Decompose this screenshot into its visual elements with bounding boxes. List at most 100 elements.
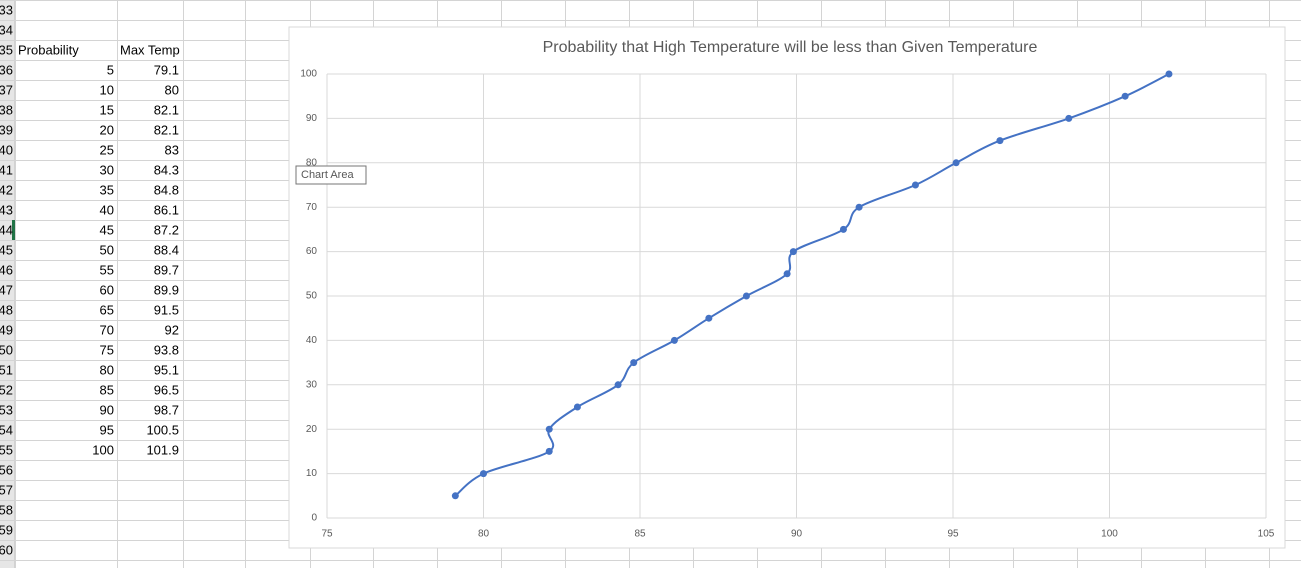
data-point bbox=[839, 225, 847, 233]
row-number: 40 bbox=[0, 142, 13, 157]
cell: 80 bbox=[100, 362, 114, 377]
data-point bbox=[545, 425, 553, 433]
row-number: 34 bbox=[0, 22, 13, 37]
data-point bbox=[911, 181, 919, 189]
row-number: 55 bbox=[0, 442, 13, 457]
cell: 83 bbox=[165, 142, 179, 157]
column-header: Max Temp bbox=[120, 42, 180, 57]
cell: 60 bbox=[100, 282, 114, 297]
cell: 87.2 bbox=[154, 222, 179, 237]
row-number: 60 bbox=[0, 542, 13, 557]
cell: 85 bbox=[100, 382, 114, 397]
data-point bbox=[630, 359, 638, 367]
row-number: 41 bbox=[0, 162, 13, 177]
row-number: 54 bbox=[0, 422, 13, 437]
data-point bbox=[480, 470, 487, 478]
data-point bbox=[783, 270, 791, 278]
row-number: 56 bbox=[0, 462, 13, 477]
x-tick-label: 85 bbox=[634, 529, 646, 540]
x-tick-label: 80 bbox=[478, 529, 490, 540]
cell: 84.8 bbox=[154, 182, 179, 197]
cell: 50 bbox=[100, 242, 114, 257]
data-point bbox=[573, 403, 581, 411]
cell: 96.5 bbox=[154, 382, 179, 397]
data-point bbox=[1065, 114, 1073, 122]
cell: 45 bbox=[100, 222, 114, 237]
x-tick-label: 75 bbox=[321, 529, 333, 540]
data-point bbox=[742, 292, 750, 300]
x-tick-label: 95 bbox=[947, 529, 959, 540]
cell: 100.5 bbox=[146, 422, 179, 437]
row-number: 35 bbox=[0, 42, 13, 57]
row-number: 43 bbox=[0, 202, 13, 217]
data-point bbox=[614, 381, 622, 389]
cell: 65 bbox=[100, 302, 114, 317]
tooltip-box bbox=[295, 165, 367, 185]
cell: 93.8 bbox=[154, 342, 179, 357]
cell: 5 bbox=[107, 62, 114, 77]
cell: 79.1 bbox=[154, 62, 179, 77]
cell: 30 bbox=[100, 162, 114, 177]
row-number: 59 bbox=[0, 522, 13, 537]
y-tick-label: 10 bbox=[306, 468, 318, 479]
cell: 89.7 bbox=[154, 262, 179, 277]
cell: 95 bbox=[100, 422, 114, 437]
cell: 88.4 bbox=[154, 242, 179, 257]
cell: 98.7 bbox=[154, 402, 179, 417]
data-point bbox=[1165, 70, 1173, 78]
cell: 20 bbox=[100, 122, 114, 137]
cell: 89.9 bbox=[154, 282, 179, 297]
row-number: 57 bbox=[0, 482, 13, 497]
cell: 75 bbox=[100, 342, 114, 357]
cell: 55 bbox=[100, 262, 114, 277]
row-number: 45 bbox=[0, 242, 13, 257]
y-tick-label: 80 bbox=[306, 157, 318, 168]
y-tick-label: 40 bbox=[306, 335, 318, 346]
x-tick-label: 90 bbox=[791, 529, 803, 540]
row-number: 38 bbox=[0, 102, 13, 117]
row-number: 46 bbox=[0, 262, 13, 277]
y-tick-label: 90 bbox=[306, 113, 318, 124]
cell: 15 bbox=[100, 102, 114, 117]
data-point bbox=[952, 159, 960, 167]
row-number: 44 bbox=[0, 222, 13, 237]
cell: 82.1 bbox=[154, 122, 179, 137]
cell: 101.9 bbox=[146, 442, 179, 457]
cell: 80 bbox=[165, 82, 179, 97]
data-point bbox=[789, 248, 797, 256]
row-number: 42 bbox=[0, 182, 13, 197]
cell: 92 bbox=[165, 322, 179, 337]
cell: 70 bbox=[100, 322, 114, 337]
data-point bbox=[451, 492, 459, 500]
x-tick-label: 100 bbox=[1101, 529, 1118, 540]
cell: 40 bbox=[100, 202, 114, 217]
cell: 100 bbox=[92, 442, 114, 457]
chart-area[interactable] bbox=[288, 26, 1286, 549]
tooltip: Chart Area bbox=[301, 169, 354, 181]
row-number: 53 bbox=[0, 402, 13, 417]
cell: 95.1 bbox=[154, 362, 179, 377]
data-point bbox=[670, 336, 678, 344]
y-tick-label: 60 bbox=[306, 246, 318, 257]
cell: 35 bbox=[100, 182, 114, 197]
data-point bbox=[855, 203, 863, 211]
chart-title: Probability that High Temperature will b… bbox=[543, 39, 1038, 56]
row-number: 52 bbox=[0, 382, 13, 397]
data-point bbox=[545, 447, 553, 455]
cell: 82.1 bbox=[154, 102, 179, 117]
plot-area: 0 10 20 30 40 50 60 70 80 90 100 75 80 85 90 95 100 105 bbox=[300, 69, 1274, 540]
cell: 10 bbox=[100, 82, 114, 97]
y-tick-label: 0 bbox=[311, 513, 317, 524]
row-number: 39 bbox=[0, 122, 13, 137]
y-tick-label: 20 bbox=[306, 424, 318, 435]
row-number: 37 bbox=[0, 82, 13, 97]
y-tick-label: 100 bbox=[300, 69, 317, 80]
data-point bbox=[705, 314, 713, 322]
data-point bbox=[1121, 92, 1129, 100]
cell: 91.5 bbox=[154, 302, 179, 317]
row-number: 47 bbox=[0, 282, 13, 297]
cell: 86.1 bbox=[154, 202, 179, 217]
cell: 25 bbox=[100, 142, 114, 157]
